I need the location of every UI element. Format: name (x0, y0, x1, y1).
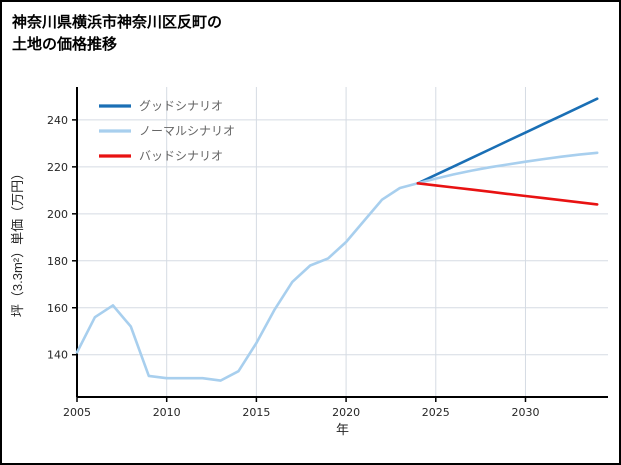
x-tick-label: 2025 (422, 406, 450, 419)
chart-title-line2: 土地の価格推移 (12, 35, 118, 53)
y-tick-label: 240 (47, 114, 68, 127)
series-line-history (75, 182, 420, 382)
chart-title-line1: 神奈川県横浜市神奈川区反町の (12, 14, 223, 31)
y-tick-label: 220 (47, 161, 68, 174)
y-tick-label: 140 (47, 349, 68, 362)
x-tick-label: 2010 (153, 406, 181, 419)
y-tick-label: 160 (47, 302, 68, 315)
x-tick-label: 2030 (511, 406, 539, 419)
chart-title: 神奈川県横浜市神奈川区反町の 土地の価格推移 (12, 12, 222, 56)
series-line-good-scenario (416, 97, 599, 185)
x-tick-label: 2020 (332, 406, 360, 419)
x-axis-label: 年 (336, 422, 349, 437)
y-tick-label: 200 (47, 208, 68, 221)
series-line-bad-scenario (416, 182, 599, 206)
y-tick-label: 180 (47, 255, 68, 268)
y-axis-label: 坪（3.3m²）単価（万円） (10, 167, 25, 317)
legend-label-good-scenario: グッドシナリオ (139, 99, 223, 113)
x-tick-label: 2005 (63, 406, 91, 419)
series-line-normal-scenario (416, 151, 599, 185)
legend-label-normal-scenario: ノーマルシナリオ (139, 124, 235, 138)
x-tick-label: 2015 (242, 406, 270, 419)
legend-label-bad-scenario: バッドシナリオ (139, 149, 223, 163)
